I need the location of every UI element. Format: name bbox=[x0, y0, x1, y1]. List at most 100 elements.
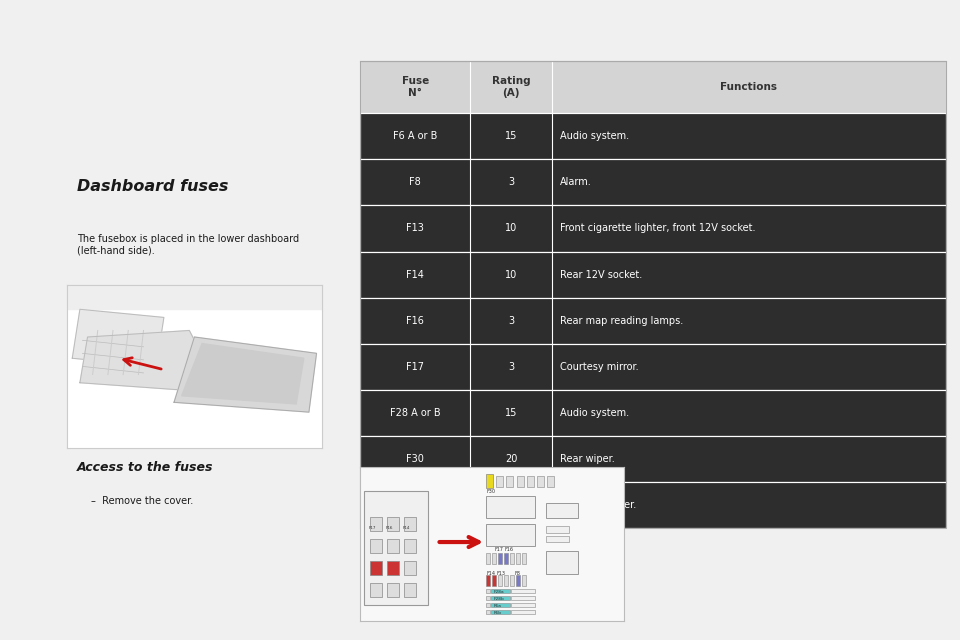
Text: F6a: F6a bbox=[493, 604, 501, 608]
Bar bbox=[404, 539, 417, 553]
Bar bbox=[538, 476, 544, 487]
Polygon shape bbox=[72, 309, 164, 366]
Text: The fusebox is placed in the lower dashboard
(left-hand side).: The fusebox is placed in the lower dashb… bbox=[77, 234, 299, 255]
Text: F14: F14 bbox=[402, 526, 410, 531]
Bar bbox=[360, 61, 946, 113]
Text: Dashboard fuses: Dashboard fuses bbox=[77, 179, 228, 194]
Bar bbox=[387, 517, 399, 531]
Bar bbox=[360, 436, 946, 482]
Bar bbox=[360, 482, 946, 528]
Text: F28 A or B: F28 A or B bbox=[390, 408, 441, 418]
Text: F6 A or B: F6 A or B bbox=[393, 131, 438, 141]
Bar bbox=[498, 575, 502, 586]
Bar bbox=[486, 575, 491, 586]
Bar bbox=[371, 583, 382, 597]
Bar bbox=[492, 575, 496, 586]
Text: Audio amplifier.: Audio amplifier. bbox=[560, 500, 636, 510]
Text: Access to the fuses: Access to the fuses bbox=[77, 461, 213, 474]
Bar bbox=[516, 553, 520, 564]
Text: 15: 15 bbox=[505, 131, 517, 141]
Bar bbox=[511, 603, 535, 607]
Text: Rear wiper.: Rear wiper. bbox=[560, 454, 614, 464]
Text: F32: F32 bbox=[406, 500, 424, 510]
Text: F30: F30 bbox=[486, 489, 495, 494]
Bar bbox=[545, 536, 569, 542]
Bar bbox=[545, 526, 569, 532]
Bar bbox=[486, 524, 536, 546]
Bar bbox=[496, 476, 503, 487]
Bar bbox=[486, 553, 491, 564]
Bar bbox=[504, 553, 508, 564]
Bar bbox=[371, 517, 382, 531]
Bar bbox=[511, 589, 535, 593]
Bar bbox=[511, 596, 535, 600]
Bar bbox=[371, 539, 382, 553]
Bar bbox=[360, 113, 946, 159]
Bar bbox=[404, 517, 417, 531]
Bar bbox=[492, 589, 510, 593]
Bar bbox=[387, 561, 399, 575]
Text: F16: F16 bbox=[406, 316, 424, 326]
Bar bbox=[486, 497, 536, 518]
Bar bbox=[545, 552, 578, 573]
Text: F8: F8 bbox=[409, 177, 421, 188]
Text: F28b: F28b bbox=[493, 597, 504, 601]
Polygon shape bbox=[174, 337, 317, 412]
Text: 15: 15 bbox=[505, 408, 517, 418]
Bar bbox=[510, 575, 515, 586]
Bar bbox=[492, 596, 510, 600]
Text: F14: F14 bbox=[486, 571, 495, 576]
Text: Front cigarette lighter, front 12V socket.: Front cigarette lighter, front 12V socke… bbox=[560, 223, 756, 234]
Polygon shape bbox=[181, 344, 303, 404]
Bar bbox=[404, 561, 417, 575]
Bar bbox=[486, 589, 491, 593]
Text: Alarm.: Alarm. bbox=[560, 177, 591, 188]
Bar bbox=[507, 476, 514, 487]
Polygon shape bbox=[80, 330, 200, 391]
Text: Rating
(A): Rating (A) bbox=[492, 76, 531, 98]
Text: F30: F30 bbox=[406, 454, 424, 464]
Bar bbox=[486, 610, 491, 614]
Text: Rear 12V socket.: Rear 12V socket. bbox=[560, 269, 642, 280]
Bar bbox=[498, 553, 502, 564]
Bar bbox=[486, 603, 491, 607]
Bar bbox=[527, 476, 534, 487]
Bar bbox=[360, 298, 946, 344]
Text: F6b: F6b bbox=[493, 611, 502, 615]
Bar bbox=[360, 344, 946, 390]
Text: 10: 10 bbox=[505, 223, 517, 234]
Bar bbox=[510, 553, 515, 564]
Text: F16: F16 bbox=[386, 526, 393, 531]
Bar bbox=[404, 583, 417, 597]
Text: F28a: F28a bbox=[493, 590, 504, 594]
Bar bbox=[511, 610, 535, 614]
Bar bbox=[522, 575, 526, 586]
Bar bbox=[504, 575, 508, 586]
Bar bbox=[492, 610, 510, 614]
Text: 10: 10 bbox=[505, 500, 517, 510]
Bar bbox=[360, 205, 946, 252]
Text: F17: F17 bbox=[494, 547, 504, 552]
Bar bbox=[492, 553, 496, 564]
Text: F16: F16 bbox=[505, 547, 514, 552]
Bar bbox=[371, 561, 382, 575]
Bar bbox=[545, 502, 578, 518]
Text: 10: 10 bbox=[505, 269, 517, 280]
Bar bbox=[547, 476, 554, 487]
Bar bbox=[364, 491, 428, 605]
Text: F13: F13 bbox=[496, 571, 505, 576]
Text: F17: F17 bbox=[369, 526, 376, 531]
Text: –  Remove the cover.: – Remove the cover. bbox=[91, 496, 194, 506]
Bar bbox=[387, 583, 399, 597]
Text: F14: F14 bbox=[406, 269, 424, 280]
Text: F17: F17 bbox=[406, 362, 424, 372]
Text: Fuse
N°: Fuse N° bbox=[401, 76, 429, 98]
Bar bbox=[387, 539, 399, 553]
Text: Audio system.: Audio system. bbox=[560, 131, 629, 141]
Bar bbox=[67, 285, 322, 448]
Bar bbox=[360, 252, 946, 298]
Text: Rear map reading lamps.: Rear map reading lamps. bbox=[560, 316, 683, 326]
Text: 20: 20 bbox=[505, 454, 517, 464]
Text: Audio system.: Audio system. bbox=[560, 408, 629, 418]
Text: Courtesy mirror.: Courtesy mirror. bbox=[560, 362, 638, 372]
